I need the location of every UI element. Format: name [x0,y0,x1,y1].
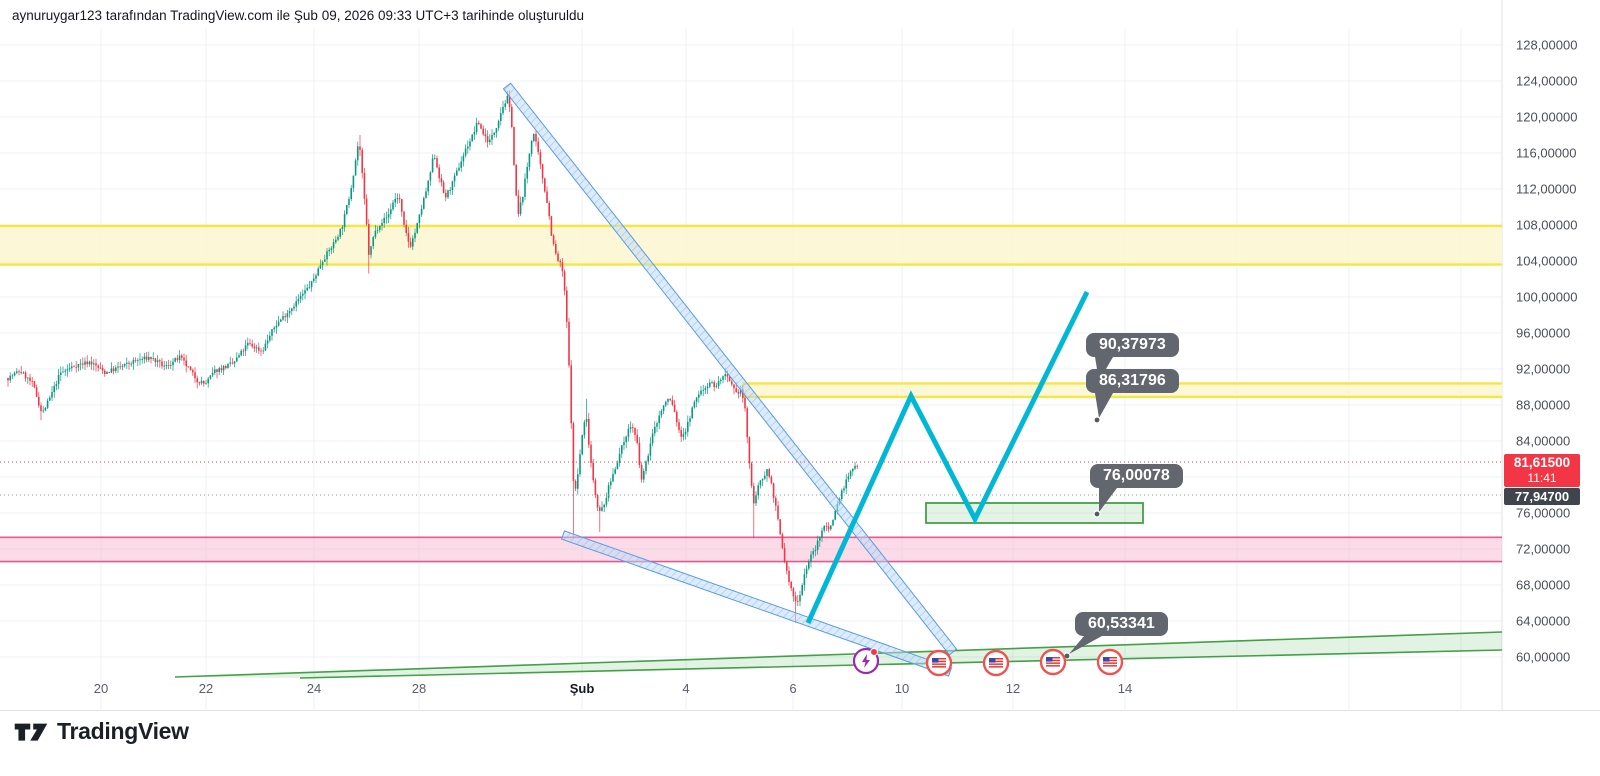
current-price-tag: 81,61500 11:41 [1504,454,1580,487]
tooltip-pointer [1099,488,1117,512]
projection-zigzag-arrow[interactable] [805,290,1090,625]
drawing-anchor-dot[interactable] [1093,510,1101,518]
price-axis-label: 68,00000 [1516,577,1571,593]
tradingview-logo-text: TradingView [57,717,189,744]
price-axis-label: 76,00000 [1516,505,1571,521]
price-axis-label: 128,00000 [1516,37,1578,53]
time-axis-label: 24 [306,681,322,696]
us-flag-event-icon[interactable] [1096,648,1124,676]
us-flag-event-icon[interactable] [982,649,1010,677]
us-flag-event-icon[interactable] [1039,648,1067,676]
tooltip-pointer [1069,636,1102,654]
tradingview-logo[interactable]: TradingView [14,716,189,746]
drawing-anchor-dot[interactable] [1093,416,1101,424]
price-label-76[interactable]: 76,00078 [1090,464,1183,488]
price-axis-label: 104,00000 [1516,253,1578,269]
descending-channel-steep[interactable] [502,82,958,656]
time-axis-label: 28 [411,681,427,696]
time-axis-label: 22 [198,681,214,696]
price-axis-label: 124,00000 [1516,73,1578,89]
price-axis-label: 92,00000 [1516,361,1571,377]
price-axis-label: 84,00000 [1516,433,1571,449]
price-axis-label: 96,00000 [1516,325,1571,341]
time-axis-label: 10 [894,681,910,696]
upper-yellow-band[interactable] [0,224,1502,266]
tradingview-logo-icon [14,723,48,741]
time-axis-label: 6 [789,681,797,696]
price-axis-label: 108,00000 [1516,217,1578,233]
tooltip-pointer [1095,393,1113,418]
target-zone-box[interactable] [925,502,1144,524]
time-axis-label: 14 [1117,681,1133,696]
pink-support-band[interactable] [0,536,1502,563]
time-axis-label: 20 [93,681,109,696]
prev-close-tag: 77,94700 [1504,488,1580,505]
bar-countdown: 11:41 [1527,471,1557,485]
price-axis-label: 112,00000 [1516,181,1577,197]
footer-divider [0,710,1600,711]
attribution-text: aynuruygar123 tarafından TradingView.com… [12,8,584,23]
time-axis-label: Şub [569,681,595,696]
price-axis-label: 60,00000 [1516,649,1571,665]
price-label-60[interactable]: 60,53341 [1075,612,1168,636]
time-axis-label: 12 [1005,681,1021,696]
price-axis-label: 116,00000 [1516,145,1577,161]
price-axis-label: 120,00000 [1516,109,1578,125]
alert-badge-dot [870,648,878,656]
descending-channel-shallow[interactable] [560,530,953,677]
price-label-86[interactable]: 86,31796 [1086,369,1179,393]
price-axis-label: 88,00000 [1516,397,1571,413]
price-axis-label: 72,00000 [1516,541,1571,557]
green-rising-wedge[interactable] [174,631,1503,679]
price-label-90[interactable]: 90,37973 [1086,333,1179,357]
current-price-value: 81,61500 [1513,455,1571,470]
us-flag-event-icon[interactable] [925,649,953,677]
price-axis-label: 100,00000 [1516,289,1578,305]
candlestick-series [7,90,858,623]
lightning-alert-icon[interactable] [852,647,880,675]
price-axis-label: 64,00000 [1516,613,1571,629]
time-axis-label: 4 [682,681,690,696]
